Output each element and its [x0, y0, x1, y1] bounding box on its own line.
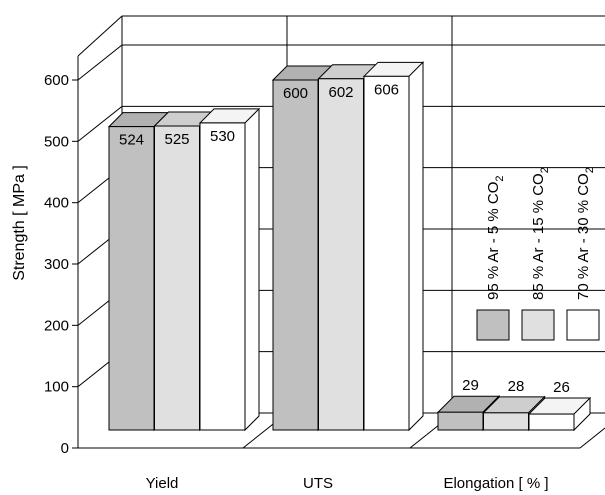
gridline-500 — [77, 105, 605, 142]
bar-front — [154, 125, 200, 431]
y-tick-label-500: 500 — [44, 133, 69, 150]
y-tick-label-600: 600 — [44, 72, 69, 89]
category-label: UTS — [303, 475, 333, 492]
category-label: Elongation [ % ] — [443, 475, 548, 492]
y-axis: 0 100 200 300 400 500 600 — [44, 72, 78, 457]
gridline-600 — [77, 44, 605, 81]
bars — [107, 61, 592, 432]
legend-label: 70 % Ar - 30 % CO2 — [575, 167, 596, 300]
data-label: 602 — [328, 84, 353, 101]
legend-swatch — [476, 309, 510, 341]
data-label: 525 — [164, 131, 189, 148]
bar-side — [408, 61, 424, 432]
data-label: 606 — [374, 81, 399, 98]
data-label: 29 — [462, 377, 479, 394]
legend-entry-1: 85 % Ar - 15 % CO2 — [521, 167, 555, 341]
y-tick-label-300: 300 — [44, 256, 69, 273]
legend-entry-2: 70 % Ar - 30 % CO2 — [566, 167, 600, 341]
data-label: 600 — [283, 85, 308, 102]
y-axis-label: Strength [ MPa ] — [11, 165, 28, 281]
legend-label-subscript: 2 — [494, 176, 506, 182]
data-label: 26 — [553, 379, 570, 396]
bar-front — [528, 413, 575, 431]
top-wall-edge — [77, 15, 123, 57]
legend-entry-0: 95 % Ar - 5 % CO2 — [476, 176, 510, 341]
legend-swatch — [521, 309, 555, 341]
floor-right-edge — [579, 427, 605, 449]
bar-front — [318, 78, 364, 431]
data-label: 28 — [508, 378, 525, 395]
bar-front — [272, 79, 319, 431]
data-label: 524 — [119, 132, 144, 149]
legend-label-subscript: 2 — [584, 167, 596, 173]
bar-front — [363, 75, 410, 431]
data-label: 530 — [210, 128, 235, 145]
y-tick-label-100: 100 — [44, 379, 69, 396]
bar-uts-2 — [362, 61, 425, 432]
legend: 95 % Ar - 5 % CO2 85 % Ar - 15 % CO2 70 % … — [476, 167, 600, 341]
y-tick-label-400: 400 — [44, 195, 69, 212]
bar-yield-2 — [198, 107, 261, 432]
legend-swatch — [566, 309, 600, 341]
bar-elongation--2 — [527, 396, 592, 432]
legend-label: 95 % Ar - 5 % CO2 — [485, 176, 506, 301]
legend-label-subscript: 2 — [539, 167, 551, 173]
y-tick-label-200: 200 — [44, 317, 69, 334]
bar-side — [244, 107, 260, 432]
category-label: Yield — [146, 475, 179, 492]
legend-label: 85 % Ar - 15 % CO2 — [530, 167, 551, 300]
bar-front — [483, 412, 529, 431]
data-labels: 524 525 530 600 602 606 29 28 26 — [119, 81, 570, 396]
y-tick-label-0: 0 — [61, 440, 69, 457]
bar-front — [108, 126, 155, 431]
category-labels: Yield UTS Elongation [ % ] — [146, 475, 549, 492]
bar-front — [199, 122, 246, 431]
bar-front — [437, 411, 484, 431]
